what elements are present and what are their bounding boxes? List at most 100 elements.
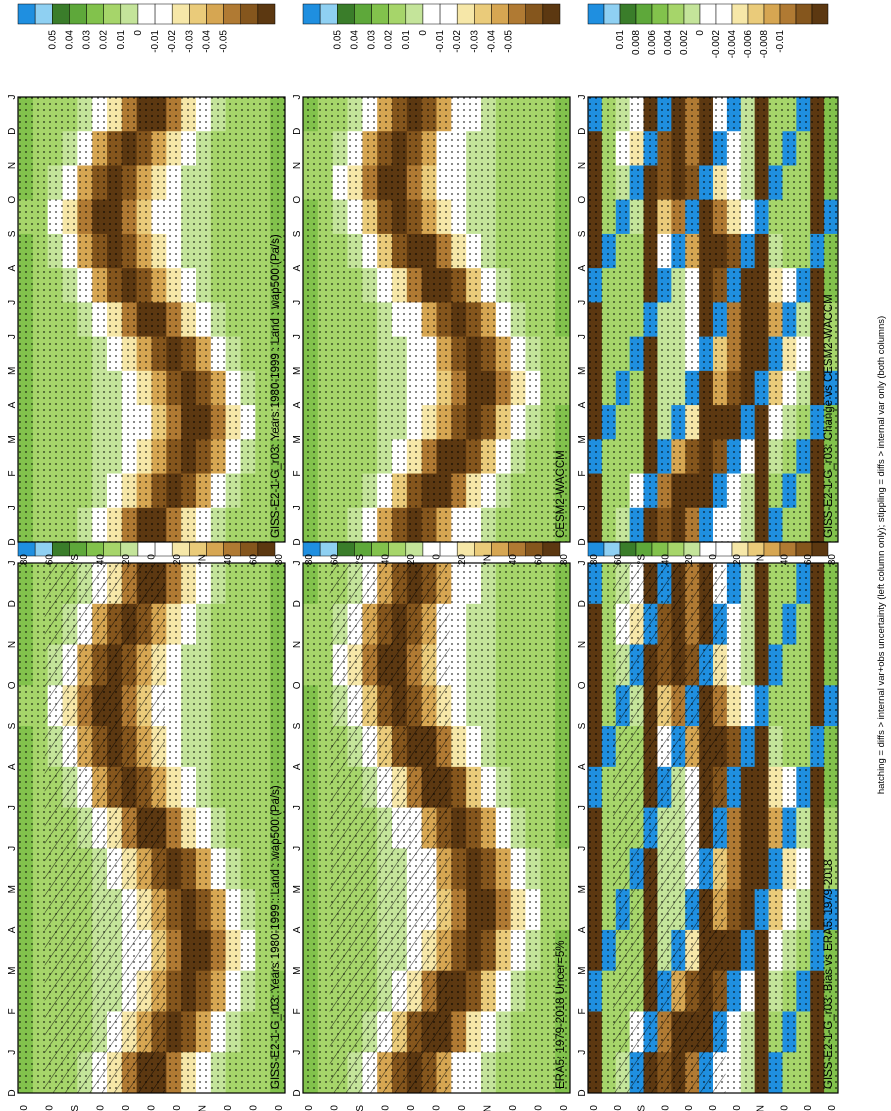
latitude-tick-label: 80 [589,554,600,566]
colorbar-swatch [371,3,389,25]
latitude-tick-label: 60 [534,1105,545,1111]
latitude-tick-label: °S [637,554,648,565]
month-tick-label: A [7,264,18,271]
month-tick-label: J [292,334,303,339]
colorbar-label: 0.03 [367,30,378,50]
heatmap-panel: GISS-E2-1-G_r03: Years 1980-1999 : Land … [7,3,286,566]
colorbar-label: -0.006 [743,30,754,59]
colorbar-label: 0 [133,30,144,36]
colorbar-label: -0.02 [452,30,463,53]
latitude-tick-label: 60 [803,1105,814,1111]
colorbar-swatch [223,541,241,557]
colorbar-label: 0 [695,30,706,36]
month-tick-label: N [7,162,18,169]
colorbar-swatch [154,541,173,557]
colorbar-swatch [542,541,561,557]
colorbar-swatch [319,3,338,25]
month-tick-label: M [292,967,303,975]
colorbar-swatch [354,3,372,25]
latitude-tick-label: 20 [684,1105,695,1111]
month-tick-label: J [292,95,303,100]
month-tick-label: M [577,885,588,893]
colorbar-swatch [635,3,653,25]
colorbar-swatch [405,3,424,25]
colorbar-swatch [103,541,122,557]
month-tick-label: O [577,196,588,204]
month-tick-label: O [7,196,18,204]
month-tick-label: S [7,230,18,237]
colorbar-label: -0.01 [435,30,446,53]
heatmap-panel: ERA5: 1979-2018 Uncer=5%DJFMAMJJASONDJ80… [292,541,571,1111]
latitude-tick-label: °S [70,554,81,565]
month-tick-label: J [292,1050,303,1055]
colorbar-label: -0.02 [167,30,178,53]
latitude-tick-label: 20 [121,554,132,566]
month-tick-label: D [577,600,588,607]
month-tick-label: J [292,505,303,510]
month-tick-label: A [292,926,303,933]
colorbar-swatch [257,541,276,557]
colorbar-swatch [779,3,797,25]
colorbar-swatch [603,541,621,557]
colorbar-swatch [542,3,561,25]
colorbar-swatch [388,541,407,557]
colorbar-swatch [103,3,122,25]
colorbar-label: -0.03 [469,30,480,53]
panel-title: GISS-E2-1-G_r03: Bias vs ERA5: 1979-2018 [823,860,835,1089]
colorbar-swatch [52,3,70,25]
colorbar-label: 0.05 [47,30,58,50]
colorbar-swatch [474,541,492,557]
month-tick-label: J [292,805,303,810]
latitude-tick-label: 20 [172,554,183,566]
month-tick-label: J [7,95,18,100]
latitude-tick-label: 40 [223,554,234,566]
month-tick-label: A [7,926,18,933]
heatmap-panel: CESM2-WACCMDJFMAMJJASONDJ806040°N2002040… [292,3,571,566]
latitude-tick-label: 40 [223,1105,234,1111]
colorbar-swatch [171,541,190,557]
colorbar-swatch [603,3,621,25]
colorbar-swatch [302,3,321,25]
colorbar-swatch [699,3,717,25]
latitude-tick-label: 80 [559,1105,570,1111]
month-tick-label: F [292,470,303,476]
latitude-tick-label: 20 [457,1105,468,1111]
month-tick-label: D [292,1089,303,1096]
colorbar-label: 0.02 [99,30,110,50]
latitude-tick-label: 40 [381,1105,392,1111]
month-tick-label: D [292,538,303,545]
colorbar-swatch [795,3,813,25]
colorbar-label: 0.01 [401,30,412,50]
latitude-tick-label: 20 [406,554,417,566]
colorbar-swatch [439,3,458,25]
colorbar-swatch [422,3,441,25]
month-tick-label: J [7,505,18,510]
colorbar-swatch [86,541,104,557]
month-tick-label: A [292,401,303,408]
colorbar-swatch [731,541,749,557]
panel-title: GISS-E2-1-G_r03: Years 1980-1999 : Land … [270,234,282,538]
latitude-tick-label: 60 [613,554,624,566]
heatmap-panel: GISS-E2-1-G_r03: Years 1980-1999 : Land … [7,541,286,1111]
latitude-tick-label: 40 [96,1105,107,1111]
colorbar-label: 0.004 [663,30,674,55]
month-tick-label: D [7,538,18,545]
latitude-tick-label: 80 [559,554,570,566]
latitude-tick-label: 20 [684,554,695,566]
colorbar-label: 0.05 [332,30,343,50]
month-tick-label: M [577,435,588,443]
colorbar-swatch [747,3,765,25]
latitude-tick-label: 80 [19,1105,30,1111]
latitude-tick-label: 40 [779,554,790,566]
latitude-tick-label: 0 [432,554,443,560]
colorbar-label: -0.008 [759,30,770,59]
month-tick-label: A [292,763,303,770]
month-tick-label: J [292,300,303,305]
colorbar-swatch [456,3,475,25]
month-tick-label: A [577,763,588,770]
month-tick-label: O [577,681,588,689]
colorbar-swatch [667,541,685,557]
colorbar-label: 0.01 [116,30,127,50]
month-tick-label: N [292,162,303,169]
